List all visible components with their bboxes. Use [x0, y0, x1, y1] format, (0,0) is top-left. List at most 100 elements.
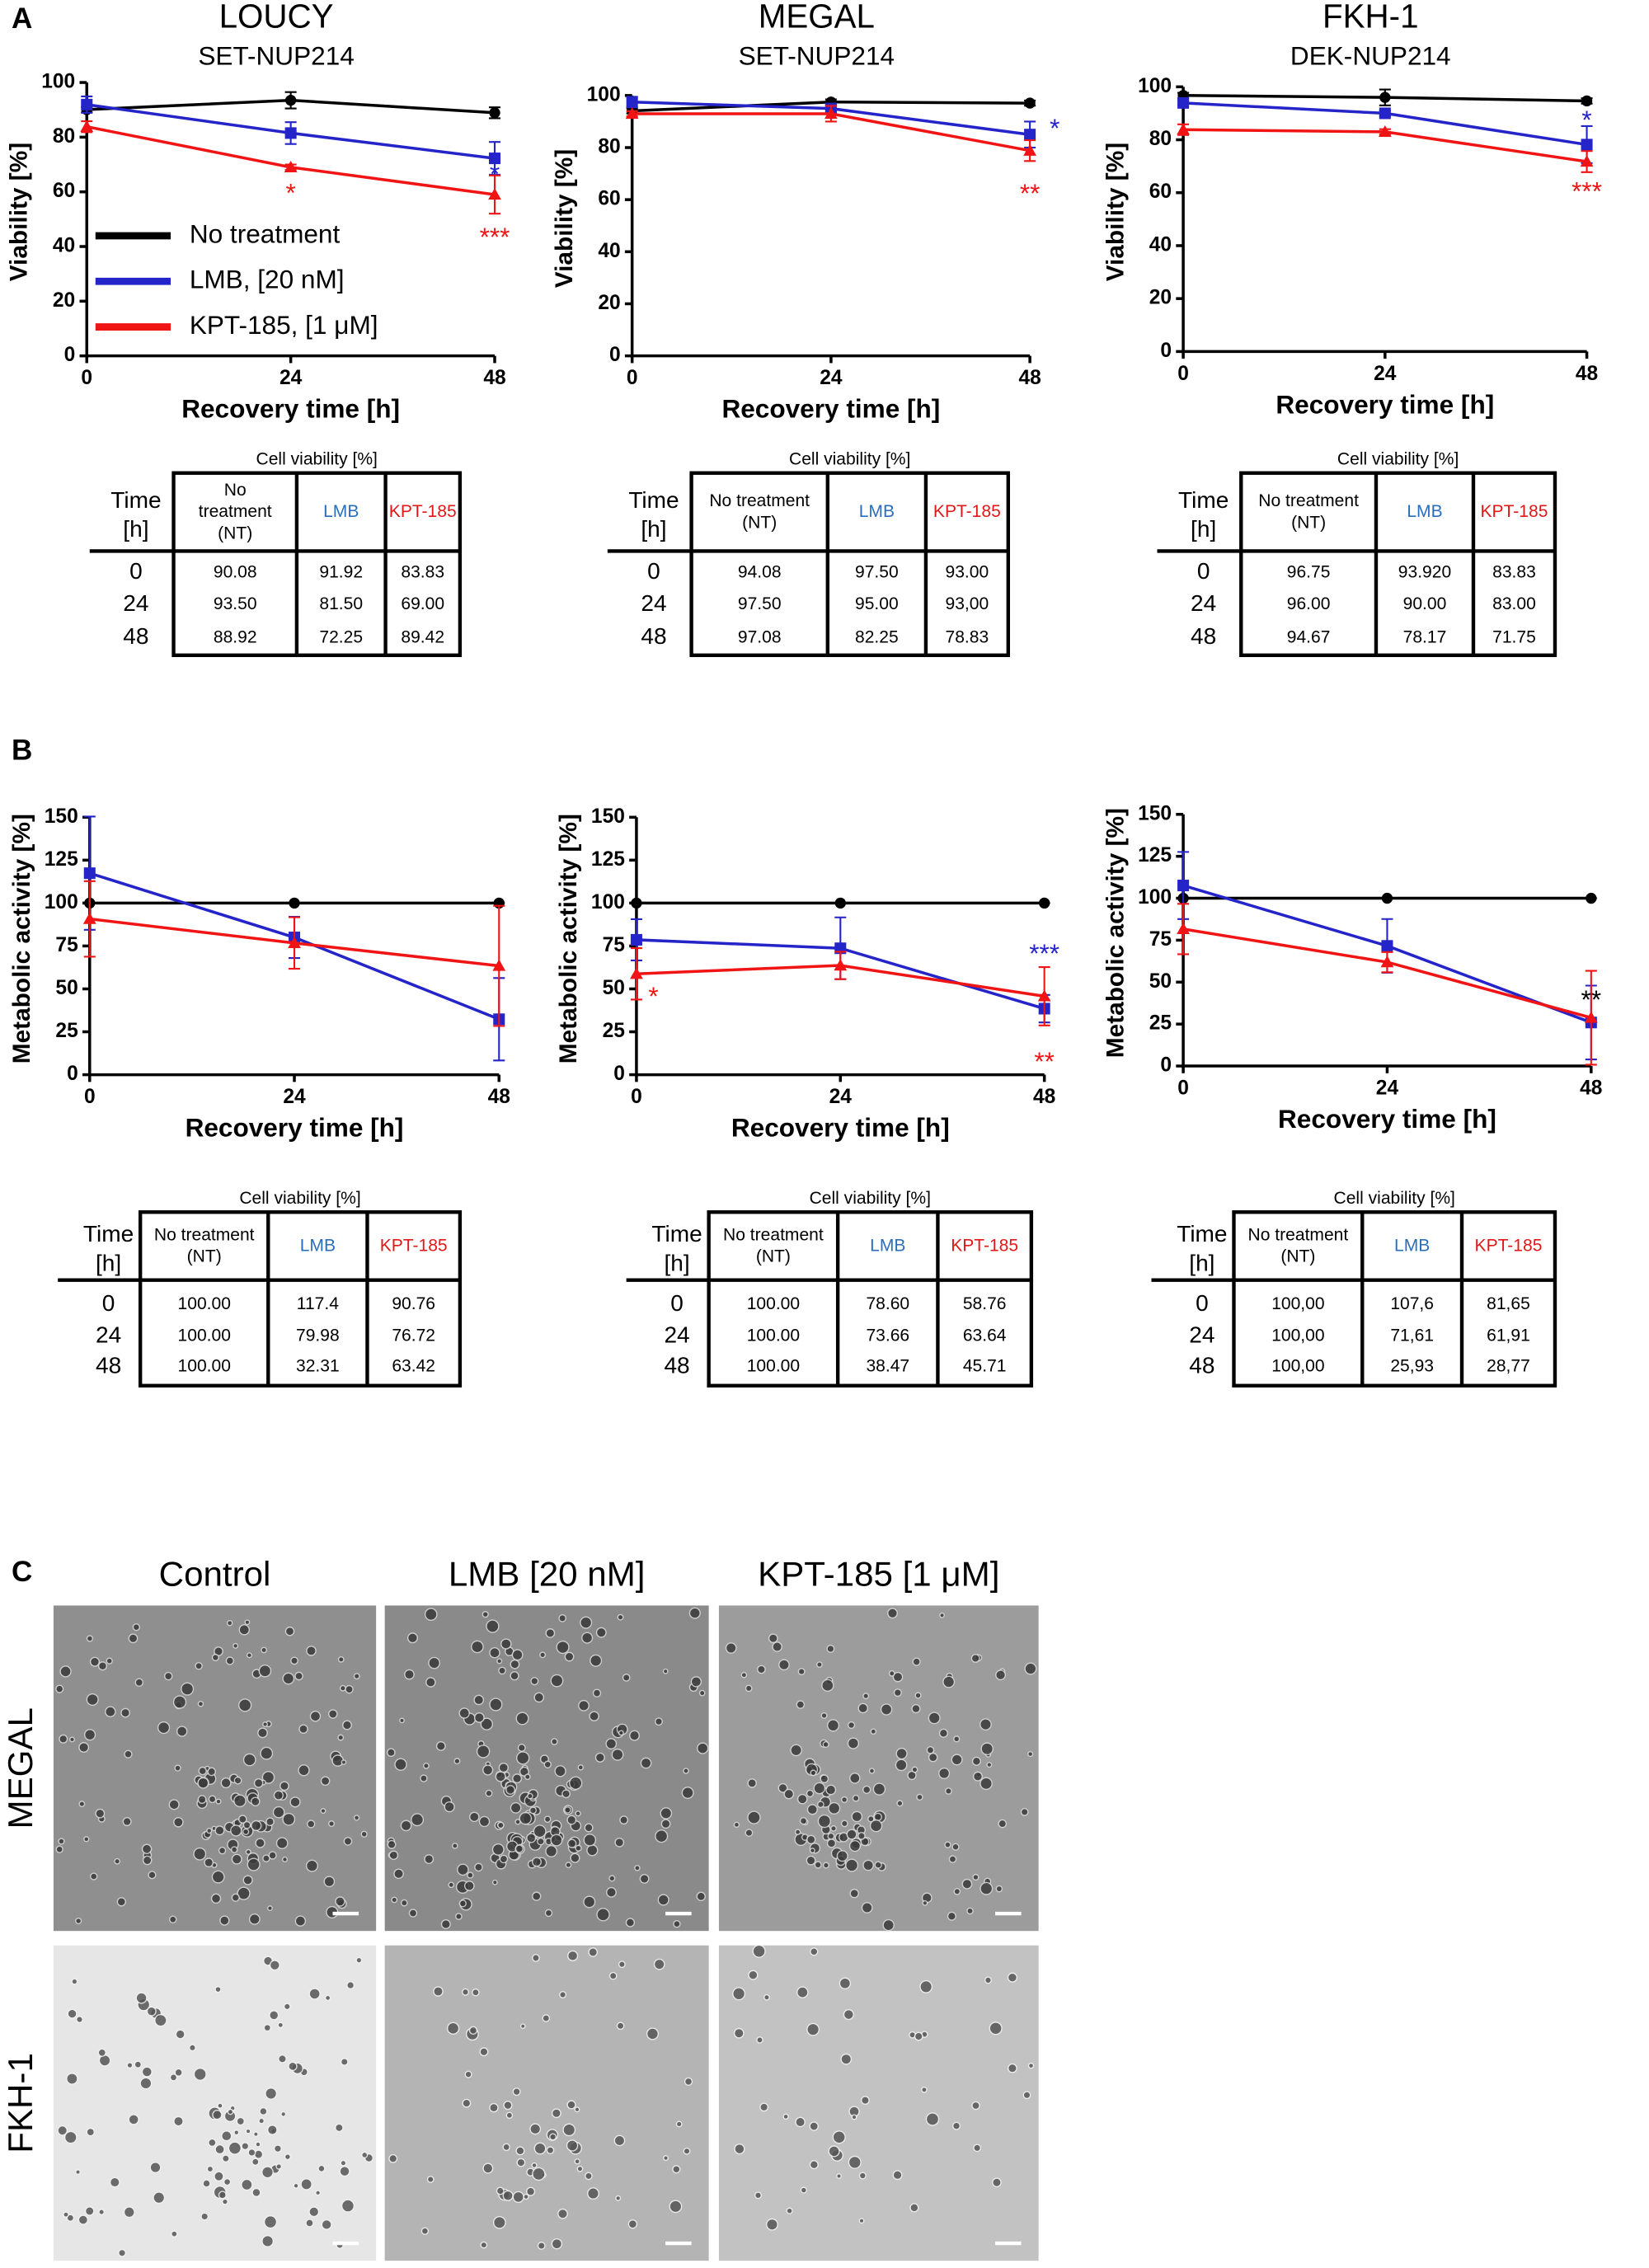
y-tick-label: 80	[598, 135, 620, 157]
y-axis-label: Metabolic activity [%]	[8, 814, 35, 1064]
y-tick-label: 60	[598, 188, 620, 210]
cell	[339, 2166, 350, 2177]
cell	[566, 1838, 577, 1848]
cell	[193, 1847, 207, 1861]
cell	[524, 1773, 531, 1781]
cell	[246, 1652, 252, 1659]
cell	[966, 1907, 974, 1915]
cell	[532, 1891, 542, 1901]
cell	[772, 1641, 782, 1652]
cell	[343, 1837, 353, 1846]
cell	[951, 1754, 963, 1766]
cell	[564, 1651, 575, 1662]
cell	[120, 1707, 130, 1718]
cell	[219, 1915, 230, 1926]
cell	[163, 1671, 173, 1681]
table-header: LMB	[300, 1236, 336, 1255]
panel-label: B	[12, 735, 32, 767]
cell	[157, 1721, 171, 1735]
cell	[258, 1664, 272, 1678]
marker	[1378, 125, 1392, 138]
y-axis-label: Viability [%]	[1102, 143, 1129, 281]
x-tick-label: 0	[84, 1086, 96, 1108]
cell	[259, 2106, 268, 2116]
cell	[55, 1684, 64, 1693]
table-cell: 90.76	[392, 1294, 435, 1313]
cell	[495, 1771, 506, 1782]
cell	[516, 2158, 526, 2167]
cell	[153, 2191, 166, 2205]
row-label: FKH-1	[1, 2053, 40, 2153]
table-header: No treatment (NT)	[709, 491, 810, 532]
cell	[261, 1771, 275, 1784]
x-tick-label: 24	[829, 1086, 853, 1108]
cell	[149, 2162, 162, 2174]
cell	[846, 1829, 857, 1840]
cell	[340, 2058, 349, 2066]
cell	[247, 1857, 261, 1871]
table-cell: 0	[1196, 1290, 1209, 1316]
micrograph	[53, 1605, 377, 1932]
y-tick-label: 50	[1149, 970, 1172, 993]
table-cell: 97.08	[738, 627, 782, 646]
cell	[218, 2191, 227, 2200]
cell	[886, 1608, 898, 1619]
cell	[564, 1806, 571, 1814]
table-cell: 79.98	[296, 1327, 340, 1345]
x-tick-label: 0	[1177, 363, 1189, 385]
marker	[1037, 989, 1051, 1002]
table-cell: 81.50	[319, 594, 363, 613]
cell	[323, 1876, 336, 1888]
cell	[862, 1693, 870, 1700]
cell	[89, 1656, 101, 1667]
cell	[105, 1706, 116, 1718]
cell	[551, 1738, 558, 1745]
significance: *	[648, 981, 658, 1011]
cell	[566, 2100, 576, 2110]
cell	[986, 1762, 993, 1768]
cell	[663, 2155, 669, 2162]
marker	[1586, 892, 1597, 904]
cell	[262, 1721, 269, 1727]
cell	[543, 1760, 552, 1768]
cell	[938, 1728, 949, 1738]
y-tick-label: 0	[613, 1063, 625, 1085]
cell	[583, 1895, 596, 1909]
cell	[595, 1627, 607, 1638]
table-title: Cell viability [%]	[789, 450, 910, 469]
cell	[123, 2206, 135, 2219]
cell	[895, 1747, 908, 1760]
cell	[511, 1649, 524, 1661]
table-header: Time [h]	[110, 487, 161, 542]
cell	[759, 2102, 769, 2112]
cell	[341, 1759, 347, 1765]
cell	[628, 1730, 641, 1741]
cell	[148, 1871, 157, 1880]
cell	[570, 1852, 580, 1863]
marker	[1381, 940, 1393, 952]
cell	[261, 2166, 274, 2179]
cell	[858, 2218, 865, 2224]
cell	[845, 1858, 859, 1872]
cell	[340, 2159, 347, 2167]
cell	[911, 1766, 918, 1773]
cell	[273, 1790, 284, 1801]
cell	[284, 1626, 295, 1636]
cell	[328, 1709, 338, 1719]
y-tick-label: 100	[1138, 886, 1172, 909]
cell	[496, 2186, 505, 2195]
table-header: KPT-185	[951, 1236, 1018, 1255]
cell	[174, 1764, 181, 1772]
cell	[208, 1795, 217, 1804]
cell	[255, 2141, 261, 2148]
cell	[748, 1970, 759, 1980]
significance: ***	[1571, 176, 1602, 206]
marker	[288, 936, 301, 948]
cell	[300, 2178, 312, 2191]
table-cell: 48	[96, 1352, 121, 1378]
cell	[806, 2022, 820, 2036]
significance: *	[285, 178, 295, 208]
cell	[388, 1850, 399, 1861]
y-tick-label: 150	[591, 805, 625, 828]
